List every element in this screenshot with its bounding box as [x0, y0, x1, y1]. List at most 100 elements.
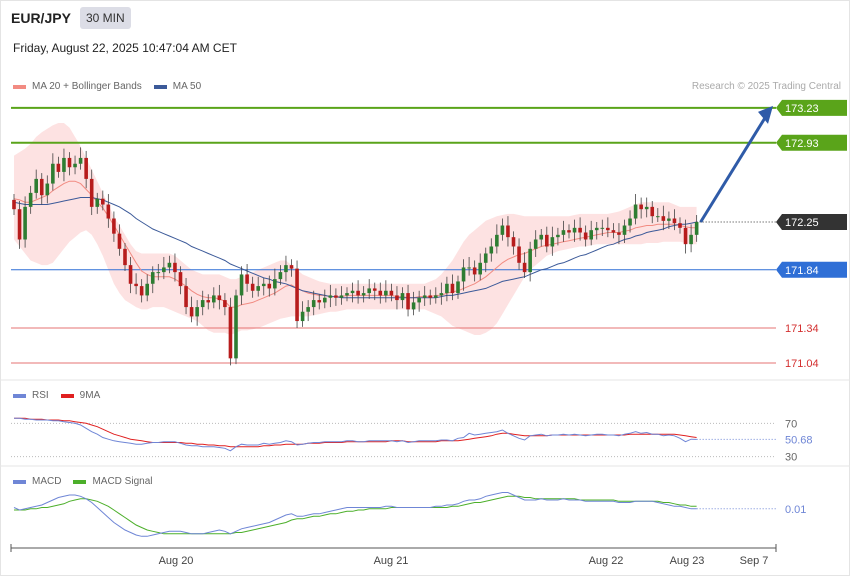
price-label-171.34: 171.34: [785, 323, 819, 335]
legend-ma50-label: MA 50: [172, 81, 202, 92]
ma50-line: [13, 197, 697, 299]
candle-body: [139, 286, 144, 296]
candle-body: [223, 300, 227, 308]
candle: [533, 230, 538, 257]
candle: [345, 287, 349, 302]
candle-body: [178, 272, 183, 287]
candle: [539, 229, 544, 247]
candle: [256, 276, 260, 297]
candle-body: [356, 290, 360, 296]
candle: [411, 291, 416, 316]
candle-body: [478, 262, 482, 275]
candle-body: [467, 267, 471, 269]
candle-body: [89, 178, 94, 207]
timeframe-button[interactable]: 30 MIN: [80, 7, 131, 29]
candle-body: [578, 227, 582, 233]
candle: [117, 224, 122, 256]
projection-arrow-head: [758, 105, 773, 124]
candle-body: [39, 178, 44, 196]
candle: [522, 252, 527, 278]
candle-body: [567, 230, 571, 233]
candle-body: [101, 198, 105, 205]
candle: [234, 289, 238, 365]
candle-body: [145, 283, 149, 296]
candle-body: [117, 233, 122, 249]
candle: [417, 290, 421, 312]
legend-macd-signal: MACD Signal: [73, 476, 152, 487]
candle-body: [406, 293, 410, 310]
candle: [583, 225, 588, 247]
legend-macd-label: MACD: [32, 476, 62, 487]
macd-swatch: [13, 479, 26, 484]
candle: [339, 286, 344, 305]
x-tick-label: Aug 21: [374, 555, 409, 567]
candle: [306, 300, 310, 322]
candle: [239, 266, 244, 305]
candle: [400, 287, 405, 309]
candle: [456, 275, 460, 299]
symbol-label: EUR/JPY: [11, 10, 71, 26]
candle-body: [150, 272, 155, 284]
candle-body: [78, 157, 83, 164]
candle-body: [506, 225, 510, 238]
candle: [67, 152, 72, 176]
candle-body: [495, 234, 499, 247]
candle-body: [539, 234, 544, 240]
legend-rsi: RSI: [13, 390, 49, 401]
candle: [556, 227, 560, 246]
candle-body: [533, 239, 538, 249]
candle: [384, 280, 388, 303]
candle-body: [594, 227, 599, 231]
candle: [467, 256, 471, 276]
candle-body: [450, 283, 455, 294]
candle: [267, 275, 272, 297]
candle-body: [600, 227, 605, 229]
candle-body: [128, 265, 133, 284]
candle-body: [445, 283, 449, 294]
candle: [428, 289, 433, 305]
candle-body: [656, 216, 660, 218]
candle: [667, 211, 671, 230]
candle-body: [550, 237, 555, 247]
candle-body: [123, 248, 127, 266]
candle-body: [134, 283, 138, 287]
candles: [12, 147, 699, 366]
candle: [439, 282, 444, 305]
candle-body: [589, 230, 593, 240]
candle-body: [483, 253, 488, 263]
candle-body: [622, 225, 627, 235]
legend-rsi-ma: 9MA: [60, 390, 100, 401]
candle-body: [212, 295, 216, 303]
rsi-current-label: 50.68: [785, 434, 813, 446]
candle-body: [256, 286, 260, 291]
candle: [617, 223, 621, 245]
candle-body: [300, 311, 305, 322]
candle: [350, 282, 355, 303]
candle: [461, 259, 466, 291]
projection-arrow-shaft: [699, 117, 767, 223]
x-tick-label: Aug 22: [589, 555, 624, 567]
candle: [178, 266, 183, 295]
candle: [106, 194, 111, 228]
candle-body: [234, 295, 238, 359]
candle-body: [628, 218, 632, 226]
macd-line: [13, 492, 697, 537]
candle-body: [561, 230, 566, 235]
candle-body: [650, 206, 655, 217]
candle: [300, 301, 305, 327]
candle-body: [395, 295, 399, 301]
candle-body: [67, 157, 72, 168]
candle-body: [267, 283, 272, 289]
macd-signal-line: [14, 495, 697, 535]
price-label-172.93: 172.93: [785, 138, 819, 150]
candle: [273, 268, 277, 296]
candle: [317, 294, 322, 310]
candle-body: [545, 234, 549, 247]
candle-body: [428, 295, 433, 298]
candle-body: [361, 293, 366, 296]
candle-body: [689, 234, 693, 245]
candle: [228, 297, 233, 366]
candle-body: [84, 157, 88, 179]
candle-body: [606, 227, 610, 231]
